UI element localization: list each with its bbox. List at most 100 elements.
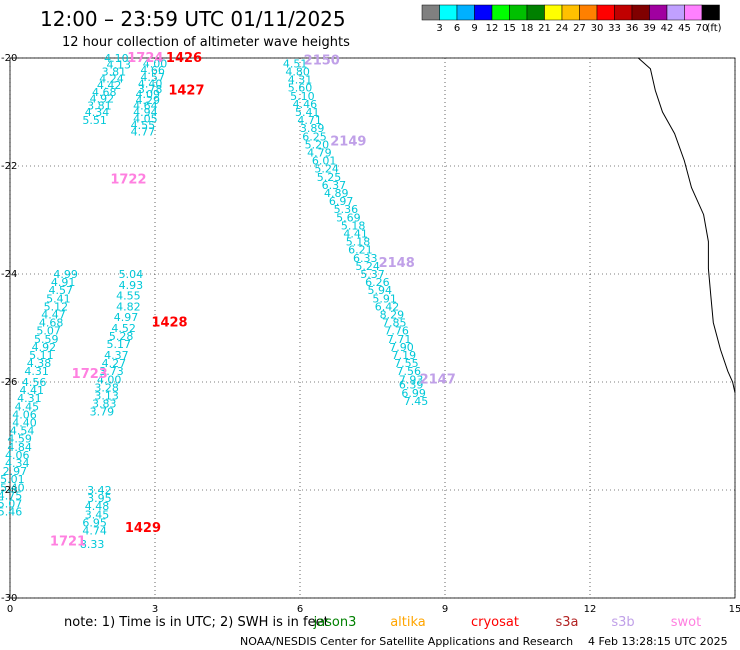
wave-height-value: 4.57 — [140, 71, 165, 84]
x-tick-label: 6 — [297, 604, 303, 615]
wave-height-value: 6.33 — [353, 252, 378, 265]
satellite-legend-item: jason3 — [313, 615, 357, 630]
wave-height-value: 7.85 — [382, 317, 407, 330]
wave-height-value: 5.91 — [372, 292, 397, 305]
wave-height-value: 3.95 — [87, 492, 112, 505]
wave-height-value: 4.42 — [97, 79, 122, 92]
track-label: 1429 — [125, 521, 161, 536]
coastline — [637, 57, 736, 393]
color-swatch — [596, 4, 615, 21]
chart-subtitle: 12 hour collection of altimeter wave hei… — [62, 35, 350, 50]
plot-area: 0 3 6 9 12 15-20-22-24-26-28-304.104.133.814.… — [0, 51, 740, 615]
footer-credit: NOAA/NESDIS Center for Satellite Applica… — [240, 635, 573, 648]
wave-height-value: 4.59 — [7, 433, 32, 446]
wave-height-value: 5.18 — [346, 236, 371, 249]
color-swatch — [701, 4, 720, 21]
wave-height-value: 7.55 — [394, 357, 419, 370]
wave-height-value: 7.90 — [389, 341, 414, 354]
wave-height-value: 4.97 — [114, 311, 139, 324]
wave-height-value: 3.81 — [102, 66, 127, 79]
footer-timestamp: 4 Feb 13:28:15 UTC 2025 — [588, 635, 728, 648]
wave-height-value: 4.47 — [41, 309, 66, 322]
wave-height-value: 4.37 — [104, 349, 129, 362]
wave-height-value: 4.92 — [90, 93, 115, 106]
wave-height-value: 6.97 — [329, 195, 354, 208]
track-label: 2150 — [304, 54, 340, 69]
x-tick-label: 0 — [7, 604, 13, 615]
wave-height-value: 4.55 — [116, 290, 141, 303]
wave-height-value: 4.77 — [131, 125, 156, 138]
color-scale-label: 15 — [503, 23, 516, 34]
color-scale-label: 39 — [643, 23, 656, 34]
wave-height-value: 4.06 — [12, 408, 37, 421]
color-swatch — [579, 4, 598, 21]
wave-height-value: 5.07 — [36, 325, 61, 338]
wave-height-value: 4.51 — [283, 57, 308, 70]
wave-height-value: 2.97 — [3, 465, 28, 478]
wave-height-value: 5.46 — [0, 506, 22, 519]
wave-height-value: 3.28 — [94, 381, 119, 394]
y-tick-label: -30 — [1, 593, 17, 604]
color-scale-unit: (ft) — [706, 23, 721, 34]
satellite-legend-item: s3a — [555, 615, 578, 630]
track-label: 1428 — [151, 316, 187, 331]
wave-height-value: 3.81 — [87, 100, 112, 113]
wave-height-value: 6.99 — [401, 387, 426, 400]
wave-height-value: 6.21 — [348, 244, 373, 257]
x-tick-label: 9 — [442, 604, 448, 615]
color-scale-label: 3 — [436, 23, 442, 34]
wave-height-value: 5.01 — [0, 473, 25, 486]
color-swatch — [614, 4, 633, 21]
y-tick-label: -22 — [1, 161, 17, 172]
wave-height-value: 4.94 — [133, 106, 158, 119]
wave-height-value: 5.11 — [29, 349, 54, 362]
wave-height-value: 5.41 — [295, 106, 320, 119]
wave-height-value: 4.75 — [0, 489, 22, 502]
wave-height-value: 6.95 — [82, 516, 107, 529]
satellite-legend-item: altika — [390, 615, 426, 630]
color-scale-label: 24 — [556, 23, 569, 34]
wave-height-value: 4.82 — [116, 300, 141, 313]
color-scale-label: 45 — [678, 23, 691, 34]
color-scale-label: 9 — [471, 23, 477, 34]
color-scale-label: 21 — [538, 23, 551, 34]
wave-height-value: 4.45 — [15, 400, 40, 413]
color-scale: 3 6 9 12 15 18 21 24 27 30 33 36 39 42 45 70(ft) — [421, 4, 722, 34]
wave-height-value: 5.24 — [355, 260, 380, 273]
wave-height-value: 4.38 — [27, 357, 52, 370]
color-scale-label: 18 — [521, 23, 534, 34]
wave-height-value: 4.89 — [324, 187, 349, 200]
wave-height-value: 5.24 — [314, 163, 339, 176]
track-label: 2148 — [379, 256, 415, 271]
wave-height-value: 4.13 — [107, 58, 132, 71]
color-swatch — [666, 4, 685, 21]
wave-height-value: 4.74 — [82, 525, 107, 538]
chart-title: 12:00 – 23:59 UTC 01/11/2025 — [40, 7, 346, 31]
wave-height-value: 7.76 — [384, 325, 409, 338]
wave-height-value: 4.68 — [39, 317, 64, 330]
wave-height-value: 5.41 — [46, 292, 71, 305]
wave-height-value: 4.40 — [138, 77, 163, 90]
wave-height-value: 3.89 — [300, 122, 325, 135]
wave-height-value: 4.06 — [5, 449, 30, 462]
wave-height-value: 6.25 — [302, 130, 327, 143]
y-tick-label: -20 — [1, 53, 17, 64]
satellite-legend: jason3 altika cryosat s3a s3b swot — [313, 615, 702, 630]
wave-height-value: 3.45 — [85, 508, 110, 521]
wave-height-value: 4.79 — [307, 147, 332, 160]
wave-height-value: 5.28 — [109, 330, 134, 343]
wave-height-value: 4.00 — [143, 57, 168, 70]
track-label: 1427 — [168, 83, 204, 98]
wave-height-value: 4.91 — [51, 276, 76, 289]
wave-height-value: 7.45 — [404, 395, 429, 408]
wave-height-value: 4.41 — [20, 384, 45, 397]
wave-height-value: 4.09 — [136, 88, 161, 101]
x-tick-label: 12 — [584, 604, 597, 615]
color-scale-label: 12 — [486, 23, 499, 34]
color-swatch — [526, 4, 545, 21]
wave-height-value: 4.52 — [111, 322, 136, 335]
color-swatch — [631, 4, 650, 21]
wave-height-value: 4.48 — [85, 500, 110, 513]
wave-height-value: 4.71 — [297, 114, 322, 127]
